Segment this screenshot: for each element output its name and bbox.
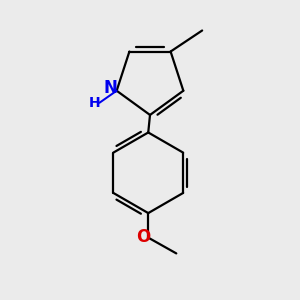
Text: O: O	[136, 228, 150, 246]
Text: H: H	[88, 96, 100, 110]
Text: N: N	[103, 79, 117, 97]
